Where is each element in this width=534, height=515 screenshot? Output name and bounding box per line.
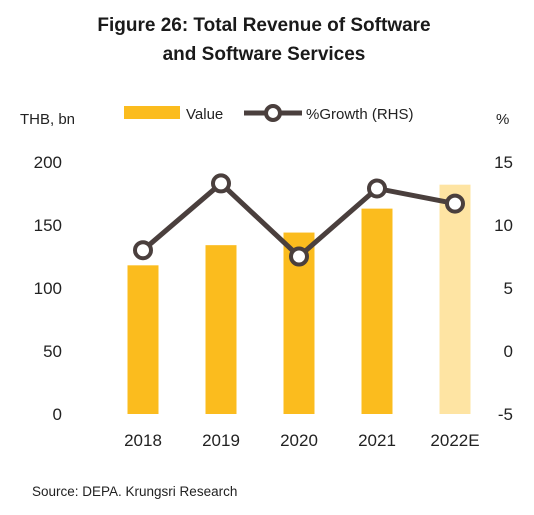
legend-label-growth: %Growth (RHS)	[306, 106, 414, 123]
bar-series-value	[127, 184, 471, 414]
left-tick-label: 150	[34, 216, 62, 235]
left-axis-unit: THB, bn	[20, 111, 75, 128]
bar	[127, 265, 159, 414]
bar	[361, 208, 393, 414]
x-tick-label: 2021	[358, 431, 396, 450]
growth-point	[367, 178, 387, 199]
growth-point	[289, 246, 309, 267]
left-tick-label: 100	[34, 279, 62, 298]
left-tick-label: 200	[34, 153, 62, 172]
legend-label-value: Value	[186, 106, 223, 123]
x-axis: 2018 2019 2020 2021 2022E	[124, 431, 480, 450]
x-tick-label: 2020	[280, 431, 318, 450]
right-axis: -5 0 5 10 15	[494, 153, 513, 424]
chart-title-line-1: Figure 26: Total Revenue of Software	[97, 15, 430, 36]
left-axis: 0 50 100 150 200	[34, 153, 62, 424]
left-tick-label: 0	[53, 405, 62, 424]
line-series-growth	[133, 173, 465, 267]
legend: Value %Growth (RHS)	[124, 104, 414, 123]
growth-point	[211, 173, 231, 194]
source-note: Source: DEPA. Krungsri Research	[32, 484, 237, 499]
right-tick-label: 10	[494, 216, 513, 235]
legend-swatch-value	[124, 106, 180, 119]
x-tick-label: 2022E	[430, 431, 479, 450]
chart-title-line-2: and Software Services	[163, 44, 366, 65]
x-tick-label: 2019	[202, 431, 240, 450]
legend-marker-growth	[264, 104, 282, 122]
left-tick-label: 50	[43, 342, 62, 361]
right-tick-label: 5	[504, 279, 513, 298]
right-axis-unit: %	[496, 111, 509, 128]
growth-point	[133, 240, 153, 261]
right-tick-label: 0	[504, 342, 513, 361]
bar	[205, 245, 237, 414]
bar	[439, 184, 471, 414]
right-tick-label: -5	[498, 405, 513, 424]
right-tick-label: 15	[494, 153, 513, 172]
x-tick-label: 2018	[124, 431, 162, 450]
growth-point	[445, 193, 465, 214]
